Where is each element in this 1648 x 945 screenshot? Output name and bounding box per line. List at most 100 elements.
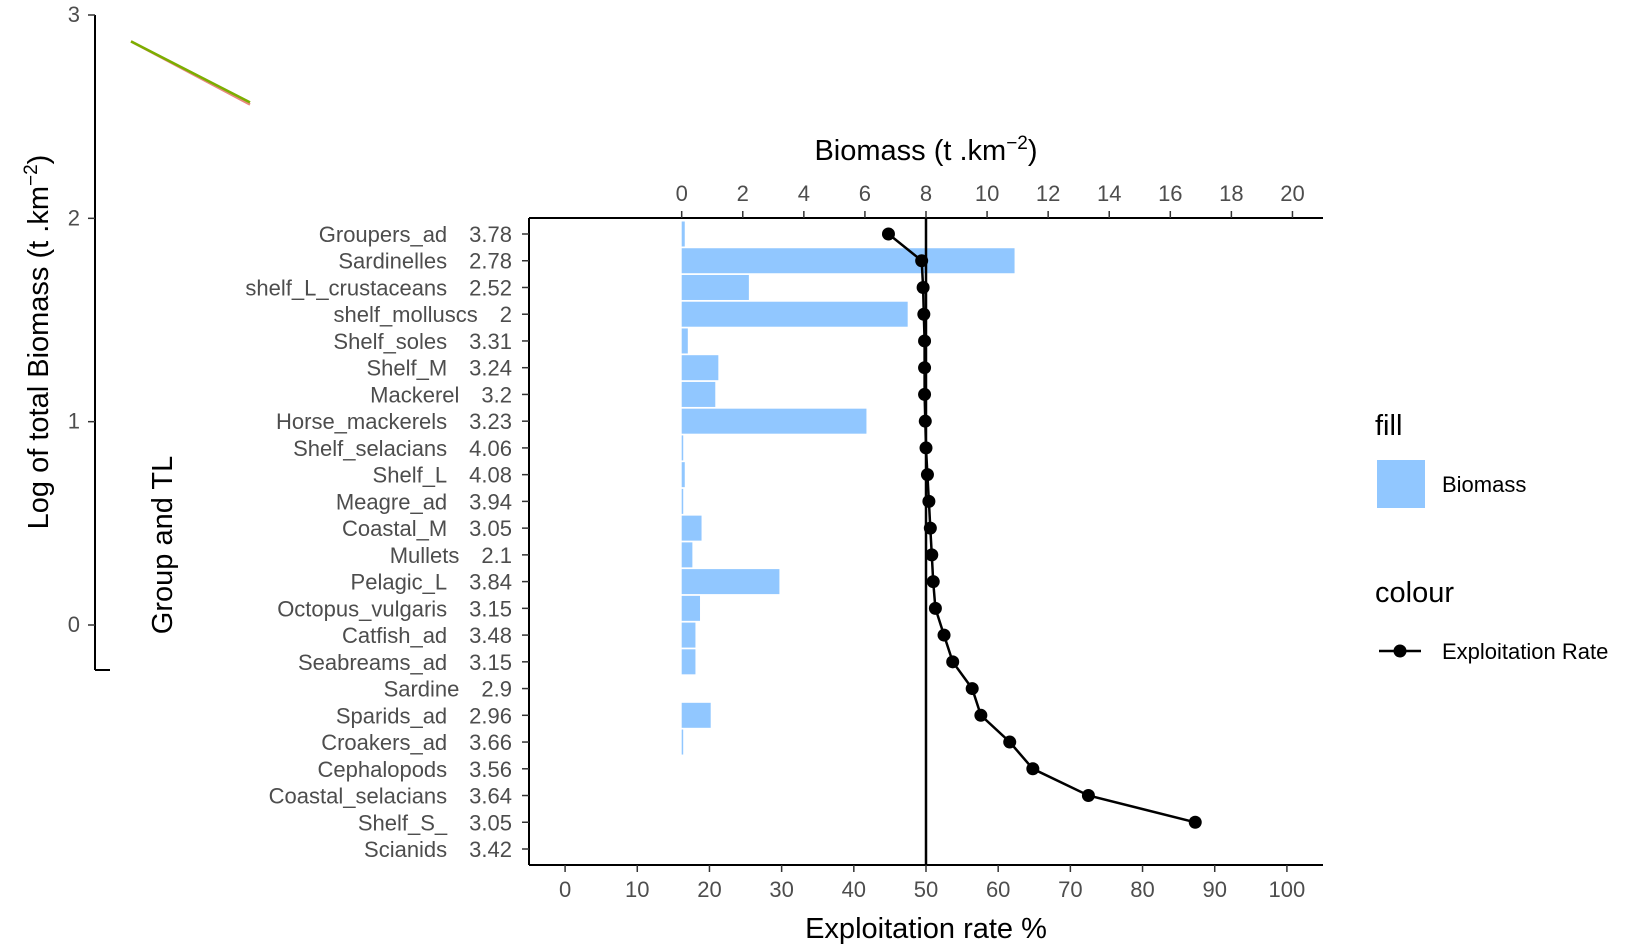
group-tl-Coastal_M: 3.05 <box>469 516 512 541</box>
er-point-shelf_molluscs <box>917 307 931 321</box>
group-name-Shelf_L: Shelf_L <box>373 463 448 488</box>
group-label-Octopus_vulgaris: Octopus_vulgaris 3.15 <box>277 596 512 621</box>
er-point-Sparids_ad <box>974 708 988 722</box>
exploitation-tick-label-90: 90 <box>1202 877 1226 902</box>
er-point-Seabreams_ad <box>946 655 960 669</box>
biomass-bars <box>681 221 1015 755</box>
biomass-tick-label-14: 14 <box>1097 181 1121 206</box>
biomass-tick-label-0: 0 <box>676 181 688 206</box>
group-tl-Shelf_soles: 3.31 <box>469 329 512 354</box>
exploitation-tick-label-0: 0 <box>559 877 571 902</box>
bar-Seabreams_ad <box>681 649 696 675</box>
er-point-Mullets <box>925 548 939 562</box>
group-tl-Croakers_ad: 3.66 <box>469 730 512 755</box>
group-tl-Seabreams_ad: 3.15 <box>469 650 512 675</box>
group-tl-Horse_mackerels: 3.23 <box>469 409 512 434</box>
group-name-Meagre_ad: Meagre_ad <box>336 489 447 514</box>
group-tl-Octopus_vulgaris: 3.15 <box>469 596 512 621</box>
group-tl-Shelf_M: 3.24 <box>469 356 512 381</box>
group-label-Groupers_ad: Groupers_ad 3.78 <box>319 222 512 247</box>
group-name-Shelf_soles: Shelf_soles <box>333 329 447 354</box>
bar-Mullets <box>681 542 693 568</box>
bar-Pelagic_L <box>681 569 780 595</box>
biomass-axis-title: Biomass (t .km−2) <box>814 133 1037 167</box>
biomass-tick-label-16: 16 <box>1158 181 1182 206</box>
left-panel: 0 1 2 3 Log of total Biomass (t .km−2) <box>21 2 251 671</box>
group-label-Shelf_S_: Shelf_S_ 3.05 <box>358 810 512 835</box>
group-label-Coastal_selacians: Coastal_selacians 3.64 <box>269 784 512 809</box>
exploitation-tick-label-70: 70 <box>1058 877 1082 902</box>
group-name-Sardinelles: Sardinelles <box>338 249 447 274</box>
main-panel: 0 2 4 6 8 10 12 14 16 18 20 0 10 20 30 40 50 60 70 80 90 100… <box>147 133 1323 945</box>
left-tick-label-0: 0 <box>68 612 80 637</box>
group-name-Octopus_vulgaris: Octopus_vulgaris <box>277 596 447 621</box>
group-name-Shelf_M: Shelf_M <box>366 356 447 381</box>
biomass-tick-label-8: 8 <box>920 181 932 206</box>
er-point-Octopus_vulgaris <box>928 601 942 615</box>
bar-Mackerel <box>681 381 716 407</box>
legend-colour-title: colour <box>1375 577 1454 609</box>
biomass-tick-label-12: 12 <box>1036 181 1060 206</box>
legend-exploitation-label: Exploitation Rate <box>1442 639 1608 664</box>
biomass-tick-label-20: 20 <box>1280 181 1304 206</box>
group-tl-Shelf_selacians: 4.06 <box>469 436 512 461</box>
group-name-Horse_mackerels: Horse_mackerels <box>276 409 447 434</box>
bar-Meagre_ad <box>681 488 684 514</box>
exploitation-tick-label-20: 20 <box>697 877 721 902</box>
bar-Octopus_vulgaris <box>681 595 701 621</box>
biomass-axis-title-sup: −2 <box>1006 133 1028 154</box>
er-point-Coastal_M <box>923 521 937 535</box>
bar-shelf_L_crustaceans <box>681 274 749 300</box>
group-label-Mullets: Mullets 2.1 <box>390 543 512 568</box>
er-point-Shelf_L <box>920 468 934 482</box>
group-tl-Mackerel: 3.2 <box>481 382 512 407</box>
biomass-tick-label-6: 6 <box>859 181 871 206</box>
er-point-Croakers_ad <box>1003 735 1017 749</box>
er-point-Sardinelles <box>915 254 929 268</box>
group-name-Mackerel: Mackerel <box>370 382 459 407</box>
exploitation-tick-label-40: 40 <box>842 877 866 902</box>
group-tl-Sardinelles: 2.78 <box>469 249 512 274</box>
group-tl-Mullets: 2.1 <box>481 543 512 568</box>
group-tl-Sardine: 2.9 <box>481 677 512 702</box>
bar-Croakers_ad <box>681 729 684 755</box>
er-point-Horse_mackerels <box>918 414 932 428</box>
group-label-Scianids: Scianids 3.42 <box>364 837 512 862</box>
group-name-Catfish_ad: Catfish_ad <box>342 623 447 648</box>
er-point-Catfish_ad <box>937 628 951 642</box>
biomass-tick-label-2: 2 <box>737 181 749 206</box>
er-point-Shelf_S_ <box>1188 815 1202 829</box>
group-label-Cephalopods: Cephalopods 3.56 <box>318 757 513 782</box>
left-tick-label-2: 2 <box>68 205 80 230</box>
biomass-tick-label-18: 18 <box>1219 181 1243 206</box>
group-name-Sardine: Sardine <box>384 677 460 702</box>
left-tick-label-1: 1 <box>68 409 80 434</box>
bar-Sardinelles <box>681 248 1015 274</box>
group-name-Mullets: Mullets <box>390 543 460 568</box>
left-panel-y-title: Log of total Biomass (t .km−2) <box>21 155 55 530</box>
group-name-Coastal_M: Coastal_M <box>342 516 447 541</box>
bar-shelf_molluscs <box>681 301 908 327</box>
group-tl-Scianids: 3.42 <box>469 837 512 862</box>
group-label-Sardine: Sardine 2.9 <box>384 677 512 702</box>
left-panel-lines <box>130 40 251 106</box>
er-point-shelf_L_crustaceans <box>916 280 930 294</box>
er-point-Sardine <box>965 682 979 696</box>
left-panel-ticks: 0 1 2 3 <box>68 2 95 637</box>
exploitation-tick-label-30: 30 <box>769 877 793 902</box>
er-point-Shelf_soles <box>918 334 932 348</box>
group-label-Pelagic_L: Pelagic_L 3.84 <box>351 570 512 595</box>
group-axis-title: Group and TL <box>147 456 179 634</box>
exploitation-axis-ticks: 0 10 20 30 40 50 60 70 80 90 100 <box>559 865 1305 902</box>
group-label-Croakers_ad: Croakers_ad 3.66 <box>321 730 512 755</box>
group-name-Scianids: Scianids <box>364 837 447 862</box>
bar-Coastal_M <box>681 515 702 541</box>
er-point-Coastal_selacians <box>1081 789 1095 803</box>
bar-Shelf_M <box>681 355 719 381</box>
er-point-Mackerel <box>918 387 932 401</box>
group-tl-shelf_molluscs: 2 <box>500 302 512 327</box>
biomass-axis-title-main: Biomass (t .km <box>814 135 1006 167</box>
bar-Groupers_ad <box>681 221 685 247</box>
group-tl-Coastal_selacians: 3.64 <box>469 784 512 809</box>
